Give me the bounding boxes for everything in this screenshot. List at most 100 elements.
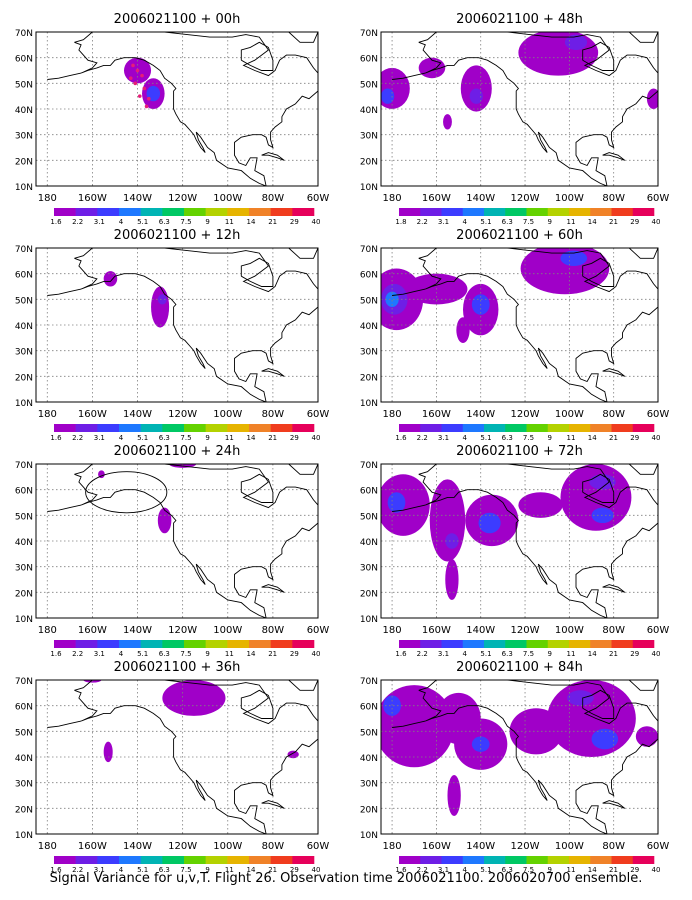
colorbar-swatch bbox=[632, 856, 655, 864]
colorbar-label: 3.1 bbox=[94, 650, 105, 658]
colorbar-label: 4 bbox=[463, 434, 468, 442]
lat-tick-label: 20N bbox=[360, 805, 378, 815]
map-contents bbox=[381, 464, 658, 618]
colorbar-label: 1.6 bbox=[50, 866, 62, 874]
colorbar-label: 7.5 bbox=[180, 650, 191, 658]
lat-tick-label: 70N bbox=[15, 245, 33, 255]
lat-tick-label: 50N bbox=[15, 728, 33, 738]
lat-tick-label: 50N bbox=[360, 512, 378, 522]
map-frame bbox=[35, 247, 319, 403]
lat-tick-label: 40N bbox=[360, 538, 378, 548]
lat-tick-label: 40N bbox=[360, 322, 378, 332]
colorbar-label: 9 bbox=[548, 434, 552, 442]
colorbar-label: 2.2 bbox=[72, 434, 83, 442]
lat-tick-label: 10N bbox=[360, 615, 378, 625]
lat-tick-label: 60N bbox=[360, 55, 378, 65]
variance-region bbox=[157, 507, 172, 534]
colorbar-label: 5.1 bbox=[480, 650, 491, 658]
lat-tick-label: 20N bbox=[360, 373, 378, 383]
lon-tick-label: 80W bbox=[262, 193, 285, 204]
lat-tick-label: 60N bbox=[360, 703, 378, 713]
variance-region bbox=[591, 507, 614, 524]
colorbar-label: 7.5 bbox=[180, 866, 191, 874]
colorbar-label: 7.5 bbox=[180, 218, 191, 226]
map-panel-7: 2006021100 + 36h 10N 20N 30N 40N 50N 60N 70N 180… bbox=[15, 660, 330, 874]
lon-tick-label: 140W bbox=[466, 841, 495, 852]
colorbar-label: 21 bbox=[268, 218, 277, 226]
colorbar-label: 9 bbox=[548, 650, 552, 658]
colorbar-swatch bbox=[526, 424, 549, 432]
colorbar-swatch bbox=[484, 856, 506, 864]
colorbar-label: 9 bbox=[205, 650, 209, 658]
colorbar-swatch bbox=[611, 856, 634, 864]
colorbar-swatch bbox=[462, 640, 485, 648]
lon-tick-label: 60W bbox=[307, 625, 330, 636]
colorbar-swatch bbox=[462, 424, 485, 432]
colorbar-label: 29 bbox=[630, 218, 639, 226]
variance-region bbox=[591, 728, 619, 750]
lon-tick-label: 140W bbox=[466, 625, 495, 636]
lon-tick-label: 120W bbox=[511, 409, 540, 420]
colorbar-label: 4 bbox=[463, 218, 468, 226]
colorbar-label: 21 bbox=[268, 650, 277, 658]
lon-tick-label: 180 bbox=[38, 841, 57, 852]
variance-region bbox=[560, 250, 588, 266]
colorbar-label: 6.3 bbox=[159, 218, 170, 226]
colorbar-label: 29 bbox=[290, 434, 299, 442]
colorbar-swatch bbox=[484, 640, 506, 648]
colorbar-swatch bbox=[162, 208, 185, 216]
lat-tick-label: 30N bbox=[360, 564, 378, 574]
colorbar-swatch bbox=[441, 208, 464, 216]
colorbar-swatch bbox=[184, 424, 206, 432]
colorbar-swatch bbox=[505, 640, 527, 648]
lat-tick-label: 20N bbox=[15, 157, 33, 167]
coastline bbox=[261, 800, 285, 809]
colorbar-swatch bbox=[526, 640, 549, 648]
colorbar-label: 4 bbox=[119, 650, 124, 658]
colorbar-swatch bbox=[590, 640, 612, 648]
colorbar-label: 1.6 bbox=[50, 434, 62, 442]
lat-tick-label: 70N bbox=[360, 29, 378, 39]
lon-tick-label: 140W bbox=[466, 409, 495, 420]
colorbar-swatch bbox=[140, 424, 163, 432]
colorbar-swatch bbox=[569, 208, 591, 216]
colorbar-swatch bbox=[399, 640, 421, 648]
lat-tick-label: 10N bbox=[15, 399, 33, 409]
map-contents bbox=[381, 680, 658, 834]
colorbar-label: 9 bbox=[548, 866, 552, 874]
colorbar-swatch bbox=[162, 856, 185, 864]
colorbar-swatch bbox=[292, 208, 315, 216]
coastline bbox=[582, 257, 615, 287]
colorbar-swatch bbox=[54, 856, 76, 864]
colorbar-swatch bbox=[162, 640, 185, 648]
colorbar-label: 9 bbox=[205, 866, 209, 874]
colorbar-label: 14 bbox=[247, 218, 256, 226]
lon-tick-label: 180 bbox=[383, 193, 402, 204]
variance-region bbox=[103, 271, 118, 287]
panel-title: 2006021100 + 00h bbox=[114, 12, 241, 27]
map-background bbox=[381, 248, 658, 402]
map-frame bbox=[380, 679, 659, 835]
coastline bbox=[392, 288, 426, 296]
colorbar-label: 4 bbox=[119, 434, 124, 442]
colorbar-swatch bbox=[54, 640, 76, 648]
lon-tick-label: 80W bbox=[262, 625, 285, 636]
colorbar-swatch bbox=[119, 640, 141, 648]
lat-tick-label: 40N bbox=[15, 322, 33, 332]
colorbar-swatch bbox=[611, 424, 634, 432]
lat-tick-label: 60N bbox=[15, 703, 33, 713]
colorbar-label: 3.1 bbox=[94, 866, 105, 874]
colorbar-swatch bbox=[484, 424, 506, 432]
colorbar-label: 2.2 bbox=[417, 866, 428, 874]
colorbar-label: 2.2 bbox=[72, 866, 83, 874]
colorbar-label: 5.1 bbox=[480, 434, 491, 442]
lat-tick-label: 20N bbox=[360, 589, 378, 599]
lon-tick-label: 160W bbox=[78, 625, 107, 636]
coastline bbox=[628, 32, 658, 43]
lat-tick-label: 70N bbox=[15, 29, 33, 39]
lon-tick-label: 140W bbox=[123, 841, 152, 852]
lat-tick-label: 60N bbox=[15, 55, 33, 65]
lat-tick-label: 40N bbox=[15, 106, 33, 116]
colorbar-swatch bbox=[205, 208, 228, 216]
colorbar-label: 9 bbox=[548, 218, 552, 226]
